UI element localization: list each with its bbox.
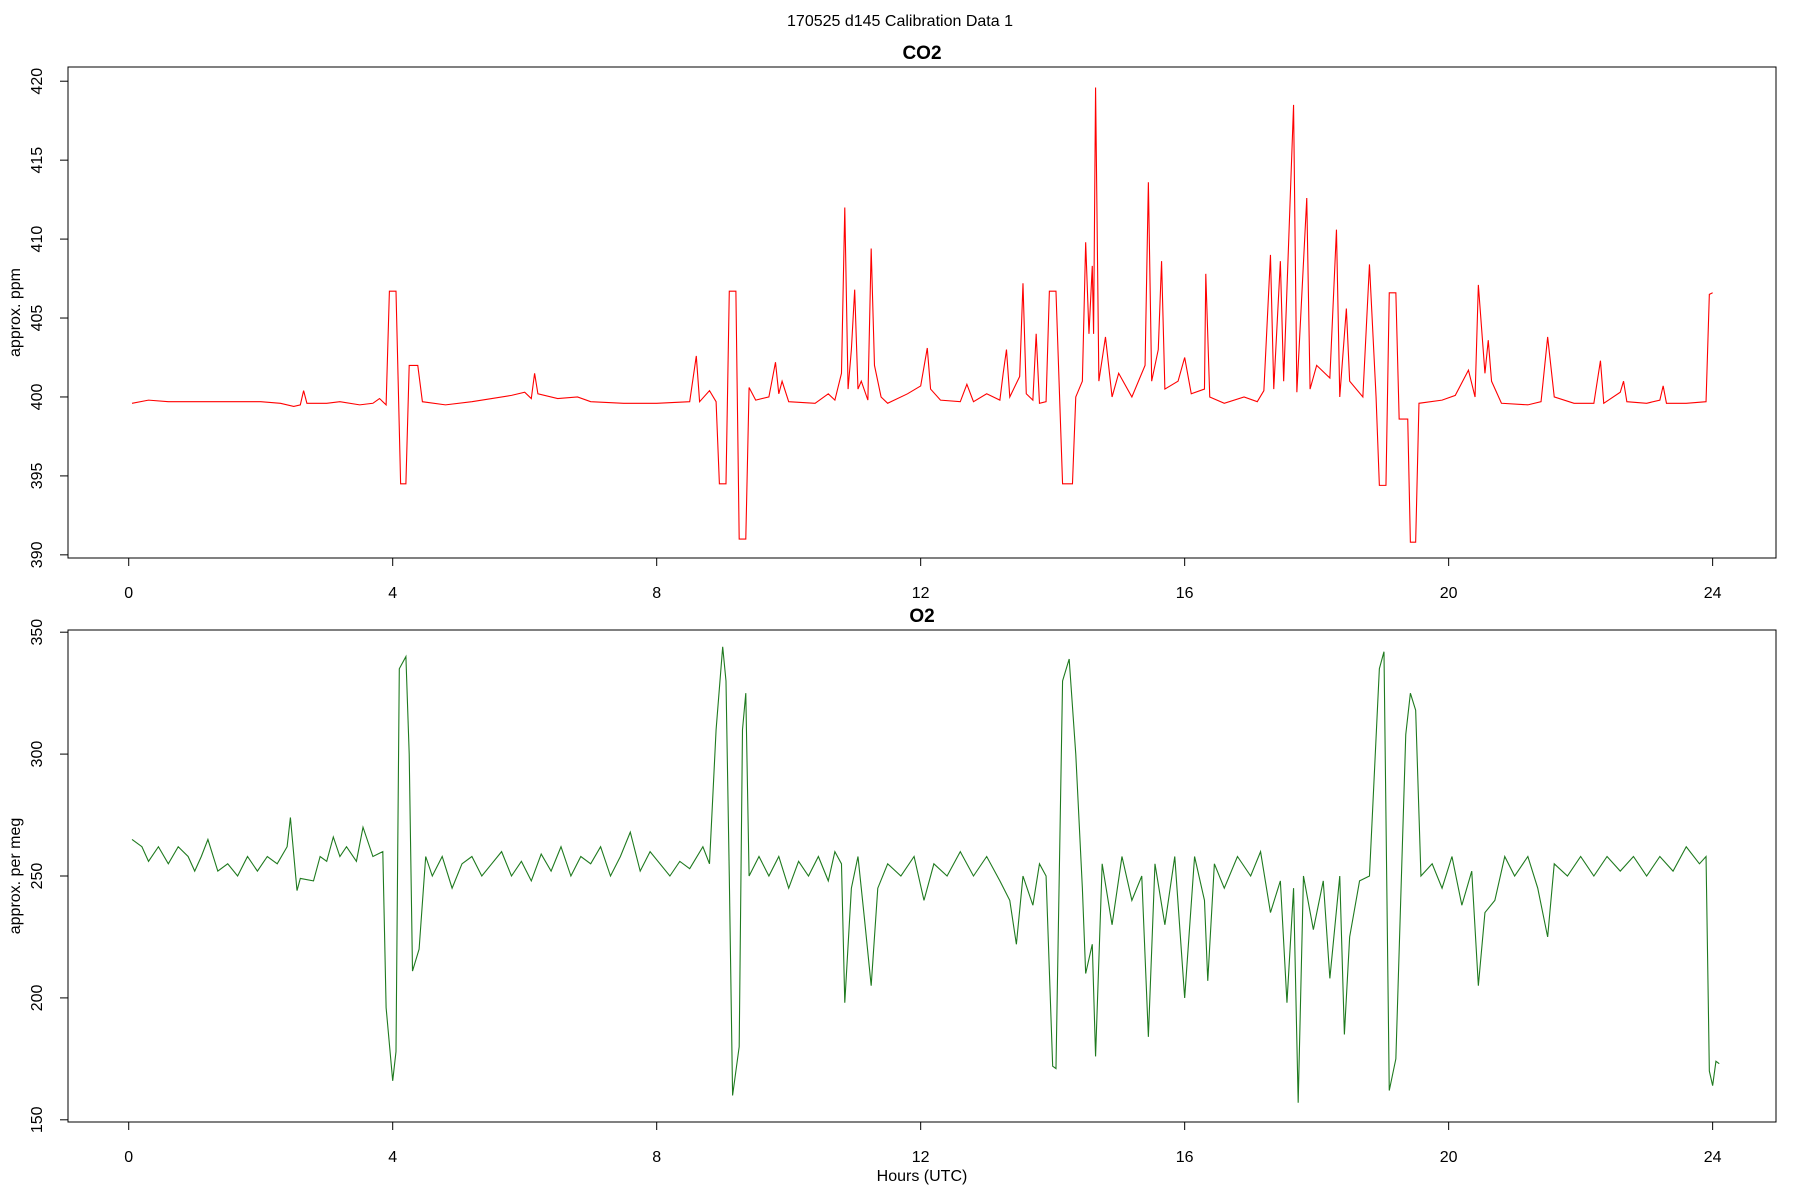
x-tick-label: 24 <box>1704 585 1722 602</box>
plot-frame <box>67 66 1777 559</box>
x-tick-label: 4 <box>388 585 397 602</box>
y-axis-label: approx. ppm <box>7 268 24 357</box>
figure-title: 170525 d145 Calibration Data 1 <box>787 13 1013 30</box>
x-tick-label: 0 <box>124 585 133 602</box>
x-tick-label: 12 <box>912 1149 930 1166</box>
y-tick-label: 250 <box>29 863 46 890</box>
y-axis-label: approx. per meg <box>7 818 24 935</box>
x-tick-label: 4 <box>388 1149 397 1166</box>
data-line <box>131 87 1713 543</box>
y-tick-label: 405 <box>29 305 46 332</box>
x-tick-label: 16 <box>1176 1149 1194 1166</box>
x-tick-label: 8 <box>652 585 661 602</box>
y-tick-label: 350 <box>29 619 46 646</box>
y-tick-label: 410 <box>29 226 46 253</box>
y-tick-label: 420 <box>29 68 46 95</box>
y-tick-label: 150 <box>29 1106 46 1133</box>
panel-title: CO2 <box>902 43 941 64</box>
y-tick-label: 400 <box>29 384 46 411</box>
x-tick-label: 24 <box>1704 1149 1722 1166</box>
y-tick-label: 300 <box>29 741 46 768</box>
x-axis-label: Hours (UTC) <box>877 1168 968 1185</box>
x-tick-label: 20 <box>1440 1149 1458 1166</box>
y-tick-label: 415 <box>29 147 46 174</box>
y-tick-label: 390 <box>29 541 46 568</box>
x-tick-label: 12 <box>912 585 930 602</box>
x-tick-label: 0 <box>124 1149 133 1166</box>
y-tick-label: 395 <box>29 462 46 489</box>
panel-title: O2 <box>909 606 934 627</box>
data-line <box>131 646 1720 1103</box>
x-tick-label: 8 <box>652 1149 661 1166</box>
x-tick-label: 16 <box>1176 585 1194 602</box>
x-tick-label: 20 <box>1440 585 1458 602</box>
y-tick-label: 200 <box>29 984 46 1011</box>
